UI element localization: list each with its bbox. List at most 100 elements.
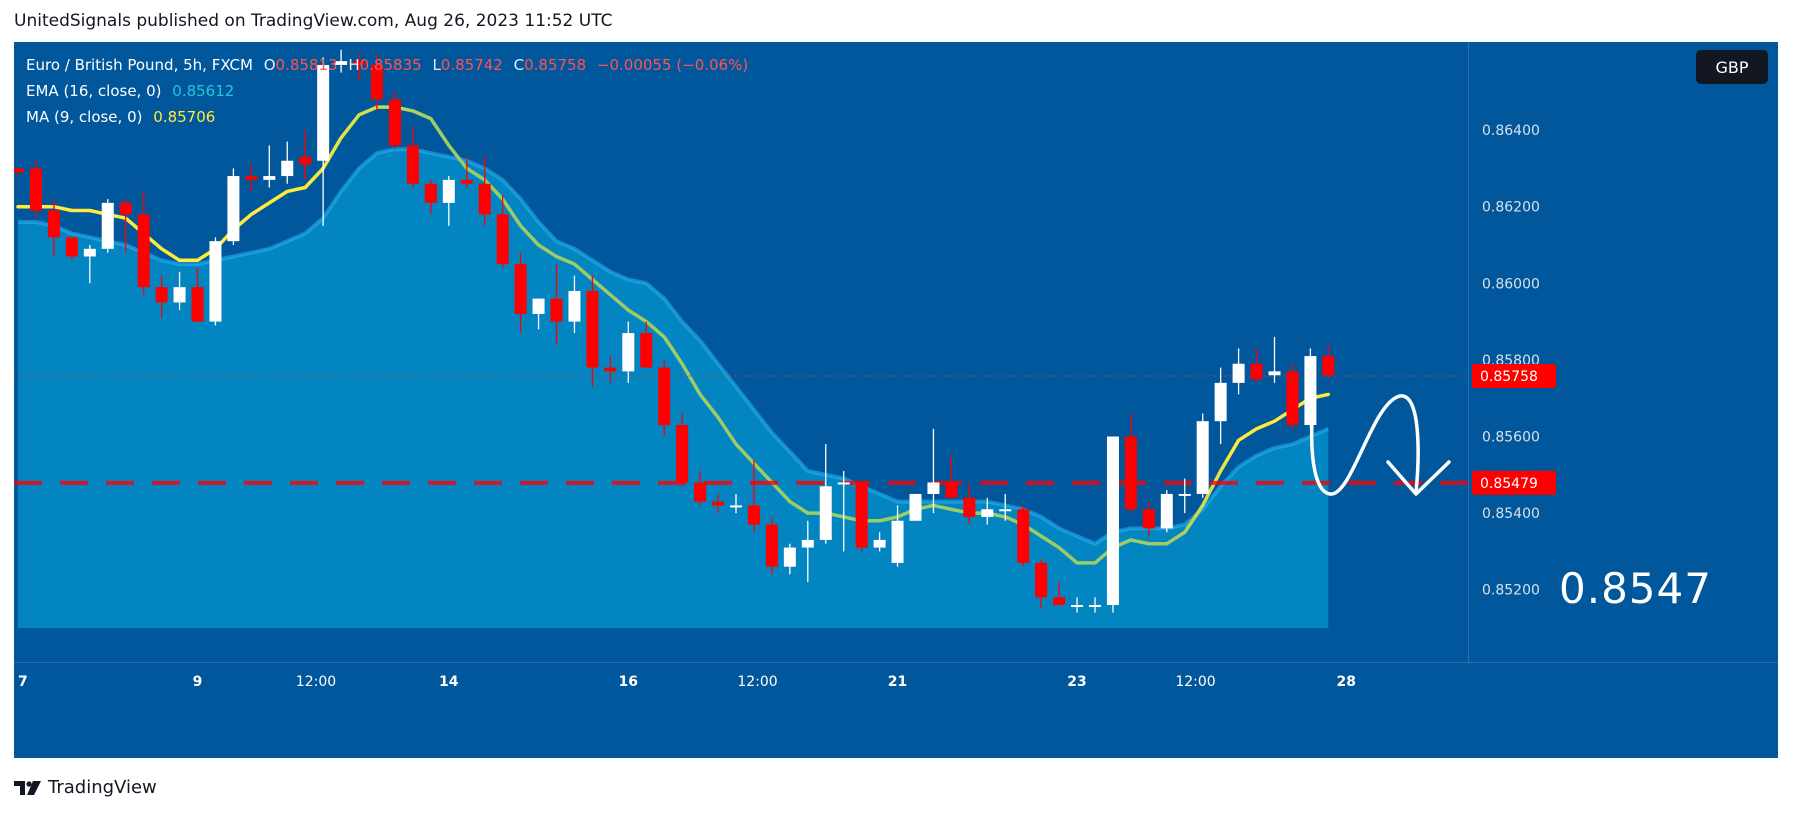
- candle[interactable]: [1035, 559, 1048, 609]
- candle[interactable]: [29, 160, 42, 219]
- candle[interactable]: [1250, 348, 1263, 383]
- candle[interactable]: [496, 195, 509, 268]
- legend-change: −0.00055 (−0.06%): [596, 56, 749, 74]
- candle[interactable]: [765, 516, 778, 575]
- candle[interactable]: [1304, 348, 1317, 429]
- x-tick-label: 12:00: [737, 674, 777, 690]
- candle-body: [783, 547, 796, 567]
- candle[interactable]: [550, 264, 563, 345]
- candle[interactable]: [406, 126, 419, 188]
- candle[interactable]: [712, 493, 725, 514]
- candle[interactable]: [353, 53, 366, 81]
- candle-body: [514, 264, 527, 314]
- candle[interactable]: [801, 520, 814, 583]
- tradingview-footer[interactable]: TradingView: [14, 777, 157, 798]
- candle[interactable]: [891, 505, 904, 567]
- candle[interactable]: [371, 53, 383, 111]
- currency-selector[interactable]: GBP: [1696, 50, 1768, 84]
- candle[interactable]: [981, 497, 994, 525]
- candle[interactable]: [909, 493, 922, 521]
- candle[interactable]: [1322, 344, 1335, 380]
- legend-ma-value: 0.85706: [153, 108, 216, 126]
- candle[interactable]: [747, 459, 760, 533]
- candle[interactable]: [945, 455, 958, 498]
- candle[interactable]: [604, 356, 617, 383]
- candle-body: [119, 202, 132, 215]
- candles-layer[interactable]: [14, 49, 1335, 613]
- candle[interactable]: [1142, 501, 1155, 537]
- candlestick-chart[interactable]: 0.852000.854000.856000.858000.860000.862…: [14, 42, 1778, 758]
- candle[interactable]: [65, 237, 78, 261]
- candle[interactable]: [873, 532, 886, 552]
- y-tick-label: 0.85400: [1482, 506, 1540, 522]
- candle[interactable]: [227, 168, 240, 245]
- candle[interactable]: [460, 156, 473, 188]
- candle[interactable]: [209, 237, 222, 326]
- legend-ma-row[interactable]: MA (9, close, 0) 0.85706: [26, 104, 748, 130]
- candle[interactable]: [173, 271, 186, 311]
- candle[interactable]: [101, 199, 114, 253]
- candle[interactable]: [1196, 413, 1209, 498]
- candle[interactable]: [1124, 413, 1137, 514]
- candle-body: [622, 333, 635, 372]
- candle[interactable]: [568, 275, 581, 334]
- candle[interactable]: [855, 482, 868, 552]
- candle[interactable]: [1071, 597, 1084, 613]
- candle[interactable]: [1214, 367, 1227, 445]
- candle[interactable]: [442, 176, 455, 226]
- candle[interactable]: [1053, 582, 1066, 606]
- candle[interactable]: [137, 191, 150, 295]
- candle[interactable]: [927, 428, 940, 514]
- candle[interactable]: [1089, 597, 1101, 613]
- candle-body: [406, 145, 419, 184]
- candle-body: [891, 520, 904, 563]
- candle[interactable]: [658, 359, 671, 437]
- candle[interactable]: [837, 470, 850, 552]
- candle[interactable]: [14, 168, 24, 177]
- candle[interactable]: [424, 179, 437, 215]
- candle[interactable]: [730, 493, 742, 514]
- candle[interactable]: [155, 275, 168, 318]
- candle-body: [694, 482, 707, 502]
- candle[interactable]: [317, 57, 330, 226]
- candle[interactable]: [622, 321, 635, 383]
- candle[interactable]: [1160, 490, 1173, 533]
- legend-symbol: Euro / British Pound, 5h, FXCM: [26, 56, 253, 74]
- legend-ohlc-row: Euro / British Pound, 5h, FXCM O0.85813 …: [26, 52, 748, 78]
- candle[interactable]: [83, 244, 96, 284]
- candle[interactable]: [532, 298, 545, 330]
- candle[interactable]: [676, 413, 689, 487]
- candle-body: [227, 176, 240, 242]
- candle[interactable]: [1286, 363, 1299, 429]
- candle[interactable]: [335, 49, 348, 73]
- candle[interactable]: [783, 543, 796, 575]
- candle-body: [1160, 493, 1173, 529]
- candle[interactable]: [640, 321, 653, 368]
- candle[interactable]: [694, 470, 707, 506]
- legend-ema-row[interactable]: EMA (16, close, 0) 0.85612: [26, 78, 748, 104]
- candle[interactable]: [245, 164, 258, 192]
- legend-high-value: 0.85835: [359, 56, 422, 74]
- candle[interactable]: [119, 199, 132, 253]
- candle[interactable]: [47, 199, 60, 257]
- candle[interactable]: [388, 91, 401, 150]
- candle[interactable]: [1268, 336, 1281, 383]
- candle[interactable]: [191, 267, 204, 322]
- candle-body: [532, 298, 545, 314]
- candle[interactable]: [586, 275, 599, 387]
- candle[interactable]: [478, 156, 491, 226]
- candle[interactable]: [514, 252, 527, 334]
- candle[interactable]: [1232, 348, 1245, 395]
- chart-frame[interactable]: 0.85200 0.85400 0.85600 0.85800 0.86000 0.862…: [14, 42, 1778, 758]
- candle[interactable]: [1106, 436, 1119, 613]
- candle[interactable]: [1178, 478, 1191, 514]
- candle[interactable]: [281, 141, 294, 184]
- candle-body: [1071, 605, 1084, 608]
- candle[interactable]: [819, 444, 832, 544]
- candle[interactable]: [963, 482, 976, 525]
- candle-body: [1089, 605, 1101, 608]
- candle[interactable]: [1017, 505, 1030, 567]
- candle[interactable]: [263, 145, 276, 188]
- candle[interactable]: [999, 493, 1012, 521]
- candle[interactable]: [299, 130, 312, 180]
